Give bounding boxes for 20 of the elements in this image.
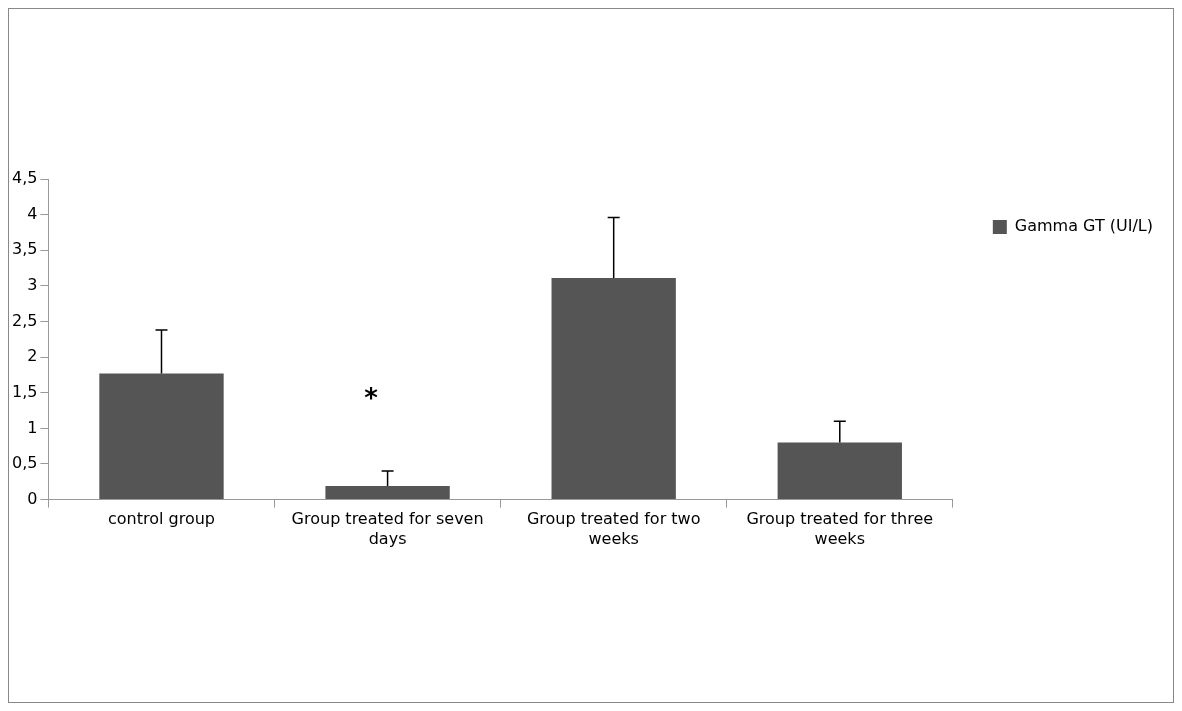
y-tick-label: 1: [27, 417, 38, 437]
y-tick-label: 0: [27, 488, 38, 508]
legend-label: Gamma GT (UI/L): [1014, 216, 1153, 236]
bar: [99, 373, 224, 500]
y-tick-label: 0,5: [11, 453, 38, 473]
y-tick-label: 1,5: [11, 381, 38, 401]
y-tick-label: 4: [27, 203, 38, 223]
x-tick-label: Group treated for seven days: [291, 509, 484, 548]
y-tick-label: 3,5: [11, 239, 38, 259]
bar: [325, 486, 450, 500]
y-tick-label: 2,5: [11, 310, 38, 330]
x-tick-label: Group treated for two weeks: [526, 509, 701, 548]
x-tick-label: Group treated for three weeks: [746, 509, 934, 548]
y-tick-label: 4,5: [11, 168, 38, 188]
bar: [777, 442, 902, 500]
y-tick-label: 3: [27, 275, 38, 295]
annotation: *: [364, 382, 379, 413]
x-tick-label: control group: [107, 509, 215, 529]
bar: [551, 278, 676, 500]
y-tick-label: 2: [27, 346, 38, 366]
